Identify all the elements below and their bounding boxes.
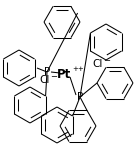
Text: ++: ++ <box>72 66 84 72</box>
Text: Cl: Cl <box>39 75 49 85</box>
Text: Pt: Pt <box>57 67 71 80</box>
Text: P: P <box>77 92 83 102</box>
Text: Cl: Cl <box>92 59 102 69</box>
Text: −: − <box>103 56 110 66</box>
Text: −: − <box>50 73 57 82</box>
Text: P: P <box>44 67 50 77</box>
